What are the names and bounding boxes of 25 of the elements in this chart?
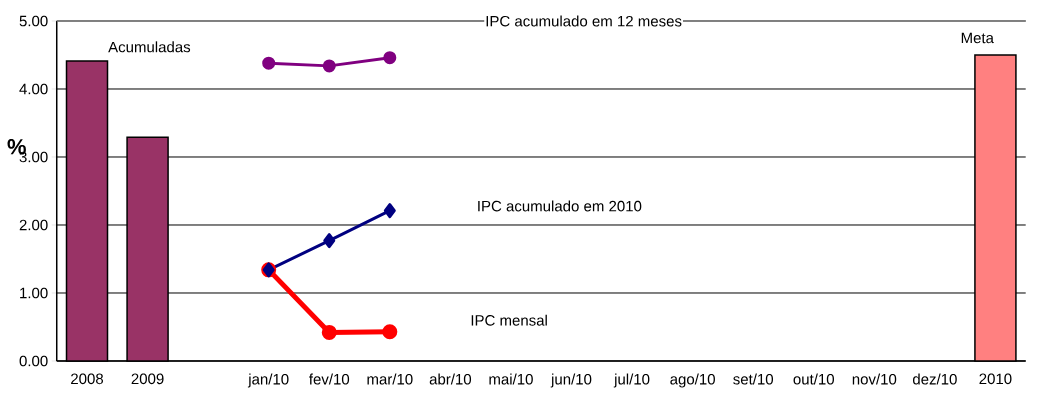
- y-tick-label: 1.00: [20, 287, 48, 299]
- y-tick-label: 5.00: [19, 15, 48, 27]
- text: IPC acumulado em 12 meses: [486, 15, 682, 27]
- x-tick-label: ago/10: [670, 373, 715, 388]
- x-tick-label: jun/10: [550, 373, 592, 388]
- y-tick-label: 2.00: [19, 219, 48, 231]
- x-tick-label: jan/10: [247, 373, 289, 388]
- x-tick-label: jul/10: [613, 373, 650, 388]
- y-tick-label: 4.00: [19, 83, 48, 95]
- x-tick-label: 2008: [71, 373, 104, 385]
- text: IPC mensal: [471, 314, 547, 326]
- x-tick-label: 2010: [979, 373, 1012, 385]
- x-tick-label: nov/10: [852, 373, 897, 385]
- x-tick-label: out/10: [793, 373, 834, 385]
- annotation: Meta: [961, 32, 994, 44]
- x-tick-label: abr/10: [429, 373, 472, 385]
- x-tick-label: fev/10: [309, 373, 350, 385]
- text: IPC acumulado em 2010: [478, 200, 642, 212]
- y-tick-label: 0.00: [19, 355, 48, 367]
- x-tick-label: set/10: [733, 373, 774, 385]
- x-tick-label: 2009: [131, 373, 164, 385]
- x-tick-label: mai/10: [489, 373, 533, 385]
- x-tick-label: mar/10: [367, 373, 413, 385]
- annotation: Acumuladas: [108, 41, 191, 53]
- x-tick-label: dez/10: [912, 373, 957, 385]
